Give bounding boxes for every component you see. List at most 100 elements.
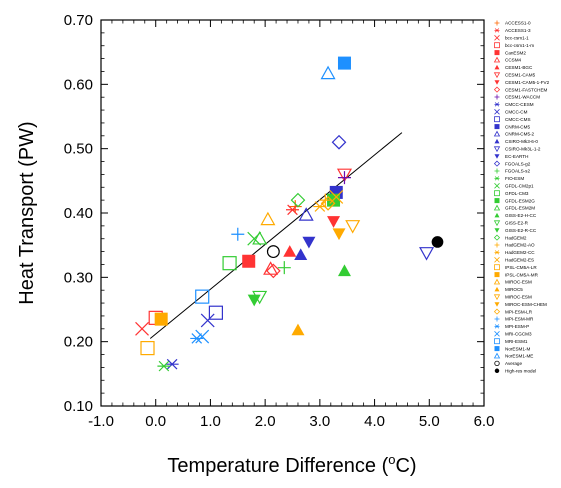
x-tick-label: 6.0 xyxy=(474,413,495,430)
x-tick-label: 0.0 xyxy=(145,413,166,430)
data-point xyxy=(260,211,276,226)
legend-marker xyxy=(493,204,501,211)
legend-marker xyxy=(493,72,501,79)
legend-marker xyxy=(494,242,500,248)
legend-marker xyxy=(493,146,501,153)
legend-marker xyxy=(494,190,500,197)
legend-marker xyxy=(494,94,500,100)
data-point xyxy=(283,245,297,257)
axis-ticks xyxy=(100,19,485,407)
legend-marker xyxy=(494,264,500,271)
legend-label: MIROC5 xyxy=(505,287,523,292)
legend-marker xyxy=(493,220,501,227)
data-point xyxy=(419,247,435,261)
legend-entry: CSIRO-Mk3L-1-2 xyxy=(493,146,541,153)
legend-marker xyxy=(494,50,500,56)
legend-marker xyxy=(494,116,500,123)
legend-entry: ACCESS1-0 xyxy=(494,20,531,26)
legend-entry: GISS-E2-R xyxy=(493,220,529,227)
legend-label: MRI-ESM1 xyxy=(505,339,528,344)
legend-label: HadGEM2-CC xyxy=(505,250,535,255)
legend-marker xyxy=(493,130,501,137)
legend-label: MPI-ESM-P xyxy=(505,324,529,329)
legend-marker xyxy=(493,294,501,301)
legend-entry: MIROC5 xyxy=(494,286,523,292)
legend-label: CMCC-CM xyxy=(505,110,528,115)
legend-marker xyxy=(494,346,500,352)
legend-entry: CESM1-FASTCHEM xyxy=(493,86,548,93)
legend-entry: MRI-CGCM3 xyxy=(494,331,532,337)
data-point xyxy=(157,360,171,372)
data-point xyxy=(337,264,351,277)
legend-entry: CMCC-CMS xyxy=(494,116,531,123)
data-point xyxy=(140,341,155,356)
legend-marker xyxy=(493,352,501,359)
legend-label: FGOALS-s2 xyxy=(505,169,530,174)
legend-label: CESM1-BGC xyxy=(505,65,533,70)
legend-marker xyxy=(494,338,500,345)
legend-label: GISS-E2-R xyxy=(505,221,529,226)
legend-entry: CESM1-CAM5 xyxy=(493,72,536,79)
legend-entry: CSIRO-Mk3-6-0 xyxy=(494,138,538,144)
x-tick-label: 5.0 xyxy=(419,413,440,430)
data-point xyxy=(266,245,280,259)
legend-marker xyxy=(494,42,500,49)
legend-label: MIROC-ESM xyxy=(505,280,532,285)
data-point xyxy=(332,228,346,241)
legend-entry: CNRM-CM5-2 xyxy=(493,130,535,137)
legend-entry: GISS-E2-H-CC xyxy=(494,212,537,218)
legend-label: HadGEM2-ES xyxy=(505,258,534,263)
data-points xyxy=(135,56,444,372)
legend-label: CESM1-CAM5 xyxy=(505,73,536,78)
legend-entry: MIROC-ESM-CHEM xyxy=(494,302,547,307)
legend: ACCESS1-0 ACCESS1-3 bcc-csm1-1 bcc-csm1-1-m… xyxy=(493,20,550,374)
legend-entry: HadGEM2 xyxy=(493,234,527,241)
legend-label: GFDL-ESM2M xyxy=(505,206,535,211)
data-point xyxy=(165,358,179,370)
legend-entry: MPI-ESM-P xyxy=(494,324,529,329)
legend-marker xyxy=(494,109,500,115)
legend-label: CESM1-WACCM xyxy=(505,95,540,100)
legend-entry: ACCESS1-3 xyxy=(494,28,531,33)
legend-entry: FIO-ESM xyxy=(494,176,524,181)
data-point xyxy=(195,289,210,304)
legend-entry: GFDL-ESM2G xyxy=(494,198,535,203)
data-point xyxy=(337,171,351,185)
legend-marker xyxy=(493,56,501,63)
legend-entry: GFDL-CM3 xyxy=(494,190,529,197)
legend-marker xyxy=(494,35,500,41)
legend-label: CSIRO-Mk3L-1-2 xyxy=(505,147,541,152)
legend-entry: HadGEM2-AO xyxy=(494,242,535,248)
data-point xyxy=(242,254,256,268)
legend-label: FGOALS-g2 xyxy=(505,161,531,166)
legend-entry: CESM1-BGC xyxy=(494,64,533,70)
data-point xyxy=(302,236,316,249)
data-point xyxy=(286,204,299,216)
x-axis-title: Temperature Difference (oC) xyxy=(167,452,416,477)
x-tick-label: 3.0 xyxy=(309,413,330,430)
legend-label: CanESM2 xyxy=(505,50,526,55)
data-point xyxy=(154,312,168,326)
legend-label: CESM1-CAM5-1-FV2 xyxy=(505,80,550,85)
data-point xyxy=(208,305,223,320)
legend-marker xyxy=(493,278,501,285)
fit-line-group xyxy=(149,132,403,339)
legend-marker xyxy=(493,160,501,167)
y-tick-label: 0.20 xyxy=(64,334,93,351)
legend-label: GFDL-CM2p1 xyxy=(505,184,534,189)
legend-entry: CCSM4 xyxy=(493,56,522,63)
legend-label: CMCC-CESM xyxy=(505,102,534,107)
legend-label: GISS-E2-H-CC xyxy=(505,213,537,218)
legend-entry: IPSL-CM5A-MR xyxy=(494,272,539,277)
legend-label: ACCESS1-3 xyxy=(505,28,531,33)
y-tick-label: 0.10 xyxy=(64,398,93,415)
legend-marker xyxy=(494,212,500,218)
legend-label: CNRM-CM5 xyxy=(505,124,530,129)
legend-marker xyxy=(494,168,500,174)
fit-line xyxy=(149,132,403,339)
legend-label: MIROC-ESM xyxy=(505,295,532,300)
legend-marker xyxy=(494,80,500,85)
legend-label: CCSM4 xyxy=(505,58,522,63)
y-tick-label: 0.50 xyxy=(64,141,93,158)
data-point xyxy=(247,294,261,307)
